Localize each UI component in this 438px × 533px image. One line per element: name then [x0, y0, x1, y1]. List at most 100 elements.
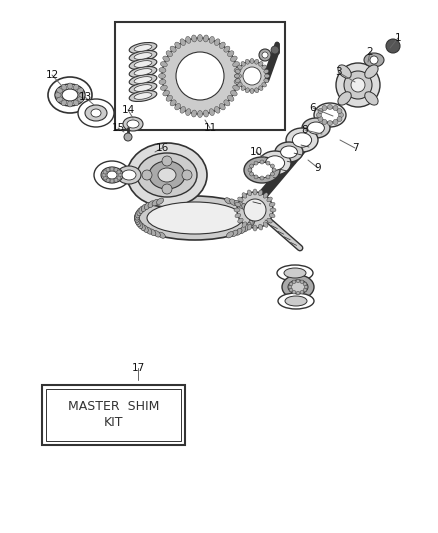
Ellipse shape — [228, 51, 234, 56]
Ellipse shape — [129, 59, 157, 69]
Ellipse shape — [282, 275, 314, 299]
Ellipse shape — [238, 218, 243, 223]
Ellipse shape — [322, 119, 327, 124]
Ellipse shape — [260, 176, 264, 180]
Ellipse shape — [106, 168, 110, 172]
Ellipse shape — [267, 218, 272, 223]
Ellipse shape — [134, 61, 152, 67]
Ellipse shape — [48, 77, 92, 113]
Ellipse shape — [243, 224, 249, 232]
Ellipse shape — [339, 112, 343, 117]
Ellipse shape — [129, 91, 157, 101]
Ellipse shape — [234, 74, 240, 78]
Ellipse shape — [175, 103, 180, 110]
Ellipse shape — [78, 97, 83, 102]
Ellipse shape — [134, 85, 152, 91]
Ellipse shape — [145, 227, 152, 234]
Ellipse shape — [186, 36, 191, 43]
Ellipse shape — [129, 43, 157, 53]
Ellipse shape — [304, 285, 308, 289]
Ellipse shape — [156, 198, 164, 204]
Ellipse shape — [249, 218, 254, 226]
Ellipse shape — [247, 207, 253, 215]
Ellipse shape — [145, 203, 151, 209]
Ellipse shape — [237, 61, 267, 91]
Ellipse shape — [246, 222, 251, 230]
Ellipse shape — [175, 42, 180, 49]
Ellipse shape — [162, 38, 238, 114]
Ellipse shape — [284, 268, 306, 278]
Ellipse shape — [365, 92, 378, 105]
Ellipse shape — [234, 200, 241, 207]
Ellipse shape — [234, 79, 241, 84]
Ellipse shape — [215, 39, 220, 45]
Ellipse shape — [94, 161, 130, 189]
Ellipse shape — [307, 122, 325, 134]
Ellipse shape — [103, 170, 107, 174]
Ellipse shape — [134, 53, 152, 59]
Ellipse shape — [134, 77, 152, 83]
Ellipse shape — [124, 133, 132, 141]
Ellipse shape — [135, 196, 255, 240]
Ellipse shape — [134, 214, 140, 222]
Ellipse shape — [129, 51, 157, 61]
Text: 12: 12 — [46, 70, 59, 80]
Ellipse shape — [226, 232, 233, 238]
Ellipse shape — [262, 83, 266, 87]
Ellipse shape — [296, 291, 300, 295]
Ellipse shape — [55, 84, 85, 106]
Ellipse shape — [129, 83, 157, 93]
Ellipse shape — [198, 110, 202, 117]
Ellipse shape — [285, 296, 307, 306]
Ellipse shape — [251, 214, 255, 222]
Ellipse shape — [333, 106, 338, 110]
Ellipse shape — [269, 203, 275, 207]
Ellipse shape — [101, 167, 123, 183]
Ellipse shape — [159, 74, 166, 78]
Ellipse shape — [123, 117, 143, 131]
Ellipse shape — [248, 168, 252, 172]
Ellipse shape — [170, 100, 176, 106]
Ellipse shape — [117, 166, 141, 184]
Ellipse shape — [344, 71, 372, 99]
Ellipse shape — [250, 164, 254, 168]
Ellipse shape — [253, 189, 257, 195]
Ellipse shape — [209, 36, 214, 43]
Ellipse shape — [138, 221, 143, 229]
Ellipse shape — [134, 45, 152, 51]
Ellipse shape — [259, 151, 291, 175]
Text: 9: 9 — [314, 163, 321, 173]
Ellipse shape — [258, 86, 263, 91]
Ellipse shape — [321, 108, 339, 122]
Ellipse shape — [152, 199, 159, 206]
Ellipse shape — [322, 106, 327, 110]
Ellipse shape — [242, 222, 247, 227]
Bar — [42, 385, 185, 445]
Text: 17: 17 — [131, 363, 145, 373]
Bar — [46, 389, 181, 441]
Ellipse shape — [137, 153, 197, 197]
Ellipse shape — [262, 65, 266, 69]
Ellipse shape — [250, 59, 254, 63]
Ellipse shape — [110, 167, 114, 171]
Ellipse shape — [62, 89, 78, 101]
Ellipse shape — [147, 202, 243, 234]
Ellipse shape — [266, 161, 270, 165]
Ellipse shape — [74, 100, 79, 106]
Ellipse shape — [258, 190, 263, 196]
Ellipse shape — [230, 91, 237, 96]
Ellipse shape — [336, 63, 380, 107]
Ellipse shape — [265, 156, 285, 170]
Ellipse shape — [102, 173, 106, 177]
Ellipse shape — [293, 133, 311, 147]
Text: MASTER  SHIM: MASTER SHIM — [68, 400, 159, 414]
Ellipse shape — [258, 224, 263, 230]
Ellipse shape — [225, 198, 232, 204]
Ellipse shape — [289, 282, 293, 286]
Ellipse shape — [140, 223, 145, 231]
Ellipse shape — [270, 164, 274, 168]
Ellipse shape — [166, 95, 173, 101]
Ellipse shape — [182, 170, 192, 180]
Text: 14: 14 — [121, 105, 134, 115]
Ellipse shape — [230, 56, 237, 61]
